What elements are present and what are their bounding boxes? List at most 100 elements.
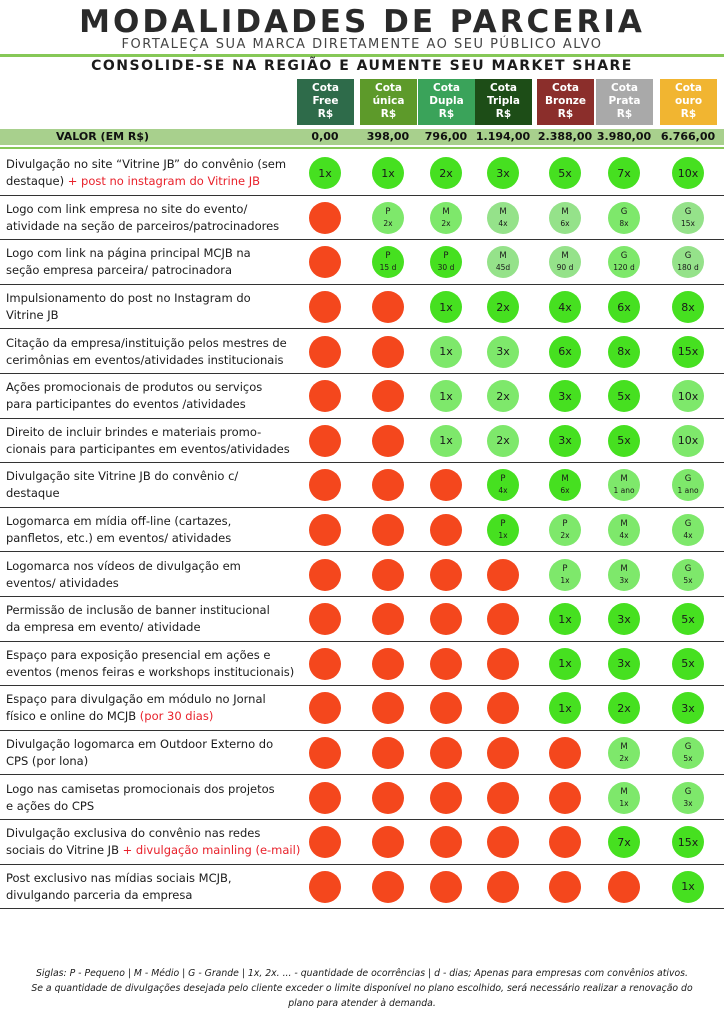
table-row: Divulgação no site “Vitrine JB” do convê…: [0, 151, 724, 196]
row-highlight-text: + post no instagram do Vitrine JB: [67, 174, 260, 189]
dot-sublabel: 4x: [498, 486, 508, 496]
dot-label: G: [684, 519, 692, 530]
footnote: Siglas: P - Pequeno | M - Médio | G - Gr…: [4, 966, 720, 1011]
included-dot: 10x: [672, 380, 704, 413]
included-dot: P 2x: [372, 201, 404, 234]
row-text: Divulgação logomarca em Outdoor Externo …: [6, 737, 274, 752]
not-included-dot: [430, 870, 462, 903]
dot-sublabel: 5x: [683, 575, 693, 585]
included-dot: 2x: [487, 424, 519, 457]
included-dot: 5x: [608, 380, 640, 413]
dot-label: P: [562, 563, 568, 574]
row-text: Logo com link empresa no site do evento/: [6, 201, 248, 216]
row-divider: [0, 283, 724, 285]
included-dot: 3x: [549, 424, 581, 457]
dot-label: M: [442, 206, 450, 217]
row-description-line: atividade na seção de parceiros/patrocin…: [6, 218, 304, 235]
not-included-dot: [372, 870, 404, 903]
table-row: Divulgação site Vitrine JB do convênio c…: [0, 463, 724, 508]
dot-label: 1x: [558, 701, 572, 715]
dot-label: M: [620, 519, 628, 530]
included-dot: G 5x: [672, 737, 704, 770]
dot-label: M: [620, 742, 628, 753]
not-included-dot: [309, 201, 341, 234]
table-row: Ações promocionais de produtos ou serviç…: [0, 374, 724, 419]
dot-sublabel: 4x: [498, 218, 508, 228]
row-text: destaque): [6, 174, 68, 189]
row-description-line: Espaço para exposição presencial em açõe…: [6, 647, 304, 664]
dot-label: M: [620, 474, 628, 485]
dot-label: 1x: [381, 166, 395, 180]
included-dot: 6x: [549, 335, 581, 368]
not-included-dot: [372, 469, 404, 502]
row-description-line: eventos/ atividades: [6, 575, 304, 592]
not-included-dot: [372, 647, 404, 680]
included-dot: 3x: [487, 335, 519, 368]
included-dot: 1x: [430, 335, 462, 368]
table-row: Citação da empresa/instituição pelos mes…: [0, 329, 724, 374]
row-description-line: sociais do Vitrine JB + divulgação mainl…: [6, 842, 304, 859]
not-included-dot: [309, 514, 341, 547]
dot-label: 10x: [677, 389, 699, 403]
table-row: Divulgação exclusiva do convênio nas red…: [0, 820, 724, 865]
footnote-line-1: Siglas: P - Pequeno | M - Médio | G - Gr…: [36, 968, 688, 979]
included-dot: P 1x: [487, 514, 519, 547]
row-description-line: Espaço para divulgação em módulo no Jorn…: [6, 691, 304, 708]
quota-header-text: R$: [380, 108, 397, 120]
dot-sublabel: 1 ano: [613, 486, 635, 496]
row-highlight-text: (por 30 dias): [139, 709, 214, 724]
dot-label: 4x: [558, 300, 572, 314]
row-text: Logomarca em mídia off-line (cartazes,: [6, 514, 232, 529]
not-included-dot: [430, 781, 462, 814]
dot-sublabel: 15x: [681, 218, 695, 228]
included-dot: 2x: [608, 692, 640, 725]
included-dot: G 15x: [672, 201, 704, 234]
quota-value-0: 0,00: [311, 130, 339, 143]
table-row: Espaço para exposição presencial em açõe…: [0, 642, 724, 687]
included-dot: M 4x: [608, 514, 640, 547]
row-description-line: Logomarca em mídia off-line (cartazes,: [6, 513, 304, 530]
dot-label: P: [500, 519, 506, 530]
not-included-dot: [309, 603, 341, 636]
row-description-line: Vitrine JB: [6, 307, 304, 324]
included-dot: M 2x: [608, 737, 640, 770]
quota-header-6: Cota ouro R$: [660, 79, 717, 125]
row-text: Ações promocionais de produtos ou serviç…: [6, 380, 263, 395]
dot-sublabel: 1 ano: [677, 486, 699, 496]
row-divider: [0, 729, 724, 731]
row-description-line: Logo com link na página principal MCJB n…: [6, 245, 304, 262]
dot-label: 3x: [496, 345, 510, 359]
dot-label: G: [684, 563, 692, 574]
included-dot: 8x: [672, 291, 704, 324]
not-included-dot: [487, 603, 519, 636]
row-text: da empresa em evento/ atividade: [6, 620, 201, 635]
row-description: Logomarca em mídia off-line (cartazes, pa…: [6, 513, 304, 547]
dot-label: 8x: [617, 345, 631, 359]
dot-label: 1x: [558, 657, 572, 671]
table-row: Logomarca em mídia off-line (cartazes, pa…: [0, 508, 724, 553]
row-description: Post exclusivo nas mídias sociais MCJB, d…: [6, 870, 304, 904]
not-included-dot: [430, 692, 462, 725]
row-text: Logo nas camisetas promocionais dos proj…: [6, 781, 275, 796]
dot-sublabel: 1x: [619, 798, 629, 808]
table-row: Permissão de inclusão de banner instituc…: [0, 597, 724, 642]
dot-label: 6x: [558, 345, 572, 359]
included-dot: 3x: [608, 647, 640, 680]
row-text: Post exclusivo nas mídias sociais MCJB,: [6, 870, 232, 885]
not-included-dot: [309, 737, 341, 770]
included-dot: 10x: [672, 157, 704, 190]
footnote-line-2: Se a quantidade de divulgações desejada …: [31, 983, 693, 994]
not-included-dot: [309, 647, 341, 680]
included-dot: 10x: [672, 424, 704, 457]
included-dot: 2x: [487, 380, 519, 413]
quota-header-4: Cota Bronze R$: [537, 79, 594, 125]
row-text: seção empresa parceira/ patrocinadora: [6, 263, 233, 278]
table-row: Post exclusivo nas mídias sociais MCJB, d…: [0, 865, 724, 910]
table-row: Espaço para divulgação em módulo no Jorn…: [0, 686, 724, 731]
row-description-line: Divulgação logomarca em Outdoor Externo …: [6, 736, 304, 753]
not-included-dot: [309, 335, 341, 368]
row-divider: [0, 774, 724, 776]
dot-sublabel: 3x: [619, 575, 629, 585]
